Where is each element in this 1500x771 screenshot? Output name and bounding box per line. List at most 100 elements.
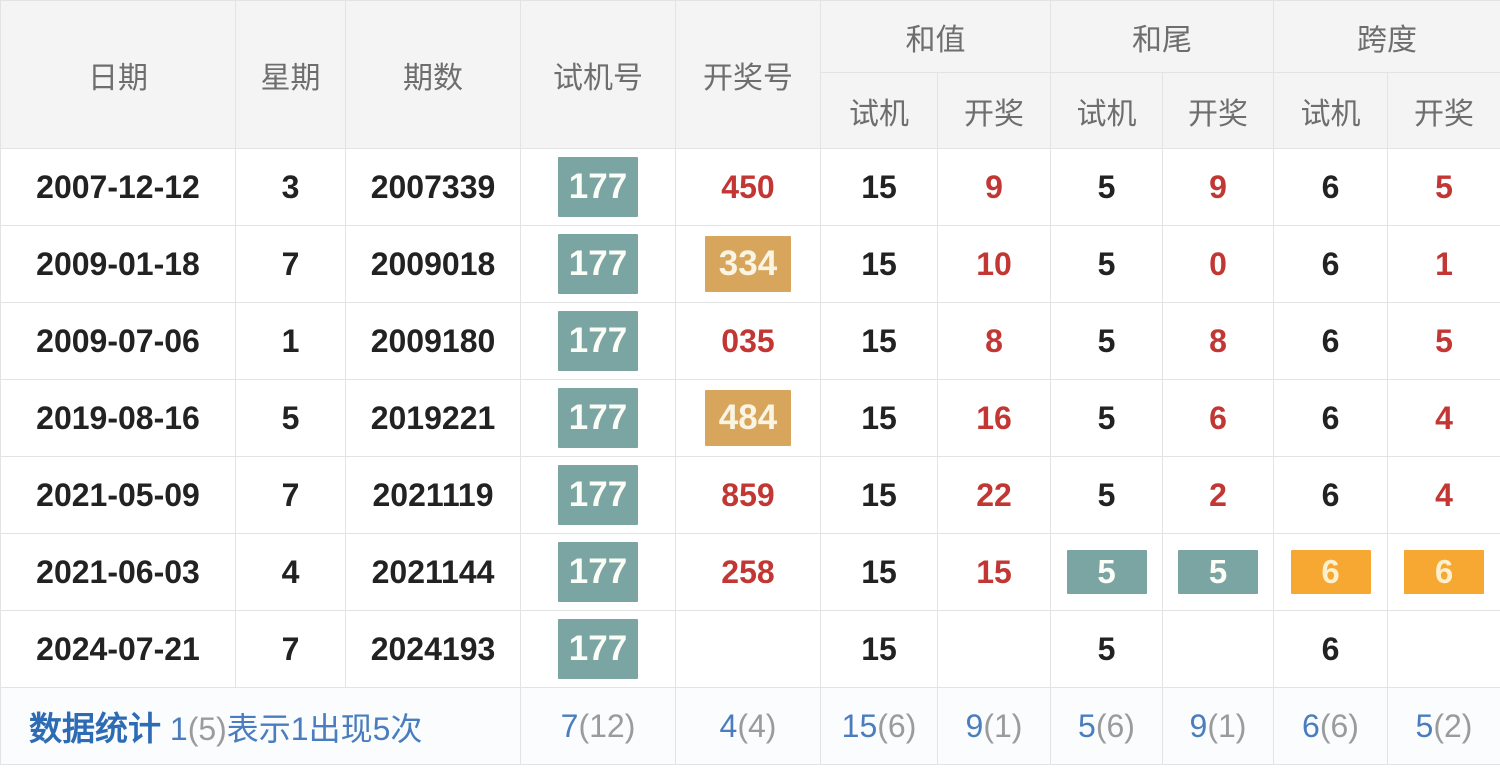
stat-count: (12) xyxy=(578,707,636,744)
weekday-cell: 7 xyxy=(235,225,346,303)
sum-test-cell: 15 xyxy=(820,302,938,380)
stats-row: 数据统计 1(5)表示1出现5次 7(12) 4(4) 15(6) 9(1) 5… xyxy=(0,687,1500,765)
stats-note-part: 表示1出现5次 xyxy=(226,711,423,747)
date-cell: 2009-01-18 xyxy=(0,225,236,303)
stats-note-part: 1 xyxy=(169,711,188,747)
date-cell: 2024-07-21 xyxy=(0,610,236,688)
date-cell: 2009-07-06 xyxy=(0,302,236,380)
span-draw-cell xyxy=(1387,610,1500,688)
table-row: 2009-01-18 7 2009018 177 334 15 10 5 0 6… xyxy=(0,225,1500,303)
tail-draw-cell xyxy=(1162,610,1274,688)
sum-draw-cell: 16 xyxy=(937,379,1051,457)
draw-number-cell: 859 xyxy=(675,456,821,534)
teal-rect: 5 xyxy=(1066,550,1147,594)
sum-draw-cell xyxy=(937,610,1051,688)
span-draw-cell: 6 xyxy=(1387,533,1500,611)
date-cell: 2007-12-12 xyxy=(0,148,236,226)
sum-test-cell: 15 xyxy=(820,225,938,303)
stat-cell-sum-test: 15(6) xyxy=(820,687,938,765)
tail-draw-cell: 2 xyxy=(1162,456,1274,534)
stat-cell-tail-draw: 9(1) xyxy=(1162,687,1274,765)
stat-count: (6) xyxy=(1319,707,1359,744)
tail-test-cell: 5 xyxy=(1050,379,1163,457)
sum-test-cell: 15 xyxy=(820,533,938,611)
period-cell: 2019221 xyxy=(345,379,521,457)
weekday-cell: 4 xyxy=(235,533,346,611)
table-header: 日期 星期 期数 试机号 开奖号 和值 和尾 跨度 试机 开奖 试机 开奖 试机… xyxy=(0,0,1500,149)
col-group-tail: 和尾 xyxy=(1050,0,1274,73)
sum-draw-cell: 22 xyxy=(937,456,1051,534)
teal-rect: 5 xyxy=(1178,550,1258,594)
table-row: 2019-08-16 5 2019221 177 484 15 16 5 6 6… xyxy=(0,379,1500,457)
stat-count: (1) xyxy=(983,707,1023,744)
test-number-cell: 177 xyxy=(520,610,676,688)
tail-draw-cell: 0 xyxy=(1162,225,1274,303)
stats-label: 数据统计 xyxy=(29,710,161,747)
tail-draw-cell: 6 xyxy=(1162,379,1274,457)
period-cell: 2009180 xyxy=(345,302,521,380)
sum-test-cell: 15 xyxy=(820,610,938,688)
test-number-cell: 177 xyxy=(520,379,676,457)
teal-badge: 177 xyxy=(558,542,638,602)
col-group-sum: 和值 xyxy=(820,0,1051,73)
stat-cell-test-number: 7(12) xyxy=(520,687,676,765)
span-draw-cell: 5 xyxy=(1387,148,1500,226)
stat-cell-span-draw: 5(2) xyxy=(1387,687,1500,765)
draw-number-cell: 334 xyxy=(675,225,821,303)
table-footer: 数据统计 1(5)表示1出现5次 7(12) 4(4) 15(6) 9(1) 5… xyxy=(0,687,1500,765)
stat-value: 9 xyxy=(965,707,984,744)
table-row: 2021-06-03 4 2021144 177 258 15 15 5 5 6… xyxy=(0,533,1500,611)
tail-draw-cell: 8 xyxy=(1162,302,1274,380)
gold-badge: 334 xyxy=(705,236,791,292)
stat-cell-sum-draw: 9(1) xyxy=(937,687,1051,765)
sub-header-tail-test: 试机 xyxy=(1050,72,1163,149)
stat-value: 5 xyxy=(1415,707,1434,744)
sum-draw-cell: 8 xyxy=(937,302,1051,380)
test-number-cell: 177 xyxy=(520,225,676,303)
draw-number-cell xyxy=(675,610,821,688)
span-draw-cell: 4 xyxy=(1387,456,1500,534)
table-row: 2021-05-09 7 2021119 177 859 15 22 5 2 6… xyxy=(0,456,1500,534)
tail-test-cell: 5 xyxy=(1050,456,1163,534)
period-cell: 2021144 xyxy=(345,533,521,611)
table-body: 2007-12-12 3 2007339 177 450 15 9 5 9 6 … xyxy=(0,148,1500,688)
stat-count: (6) xyxy=(877,707,917,744)
sum-draw-cell: 10 xyxy=(937,225,1051,303)
sum-test-cell: 15 xyxy=(820,379,938,457)
stat-value: 15 xyxy=(841,707,878,744)
stat-value: 5 xyxy=(1078,707,1096,744)
period-cell: 2009018 xyxy=(345,225,521,303)
draw-number-cell: 450 xyxy=(675,148,821,226)
span-test-cell: 6 xyxy=(1273,302,1388,380)
tail-test-cell: 5 xyxy=(1050,302,1163,380)
draw-number-cell: 035 xyxy=(675,302,821,380)
col-header-draw-number: 开奖号 xyxy=(675,0,821,149)
tail-test-cell: 5 xyxy=(1050,533,1163,611)
test-number-cell: 177 xyxy=(520,302,676,380)
span-test-cell: 6 xyxy=(1273,456,1388,534)
col-header-test-number: 试机号 xyxy=(520,0,676,149)
weekday-cell: 7 xyxy=(235,610,346,688)
sum-test-cell: 15 xyxy=(820,148,938,226)
span-test-cell: 6 xyxy=(1273,148,1388,226)
span-draw-cell: 1 xyxy=(1387,225,1500,303)
table-row: 2007-12-12 3 2007339 177 450 15 9 5 9 6 … xyxy=(0,148,1500,226)
sub-header-span-draw: 开奖 xyxy=(1387,72,1500,149)
tail-test-cell: 5 xyxy=(1050,148,1163,226)
stat-value: 9 xyxy=(1189,707,1208,744)
test-number-cell: 177 xyxy=(520,456,676,534)
tail-draw-cell: 5 xyxy=(1162,533,1274,611)
stat-value: 6 xyxy=(1302,707,1320,744)
sum-draw-cell: 9 xyxy=(937,148,1051,226)
orange-rect: 6 xyxy=(1404,550,1484,594)
period-cell: 2021119 xyxy=(345,456,521,534)
sub-header-sum-test: 试机 xyxy=(820,72,938,149)
col-header-date: 日期 xyxy=(0,0,236,149)
test-number-cell: 177 xyxy=(520,533,676,611)
date-cell: 2021-05-09 xyxy=(0,456,236,534)
stat-count: (2) xyxy=(1433,707,1473,744)
tail-test-cell: 5 xyxy=(1050,610,1163,688)
stat-count: (1) xyxy=(1207,707,1247,744)
teal-badge: 177 xyxy=(558,619,638,679)
